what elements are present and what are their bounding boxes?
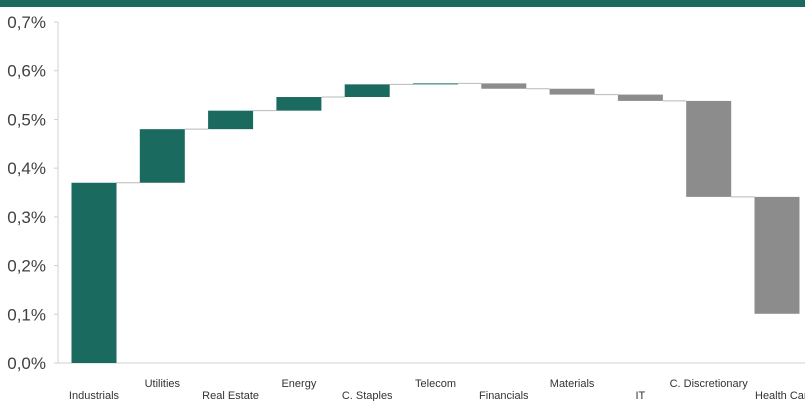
bar-industrials xyxy=(71,182,117,363)
bar-it xyxy=(617,94,663,101)
x-tick-label: Real Estate xyxy=(202,390,259,401)
y-tick-label: 0,1% xyxy=(7,305,46,324)
y-tick-label: 0,7% xyxy=(7,13,46,32)
bar-financials xyxy=(481,83,527,89)
y-tick-label: 0,6% xyxy=(7,62,46,81)
x-tick-label: C. Staples xyxy=(342,390,393,401)
bar-health-care xyxy=(754,196,800,314)
bar-telecom xyxy=(413,83,458,85)
y-axis: 0,0% 0,1% 0,2% 0,3% 0,4% 0,5% 0,6% 0,7% xyxy=(7,13,805,373)
x-tick-label: Energy xyxy=(281,378,316,390)
bar-energy xyxy=(276,97,322,111)
x-tick-label: Industrials xyxy=(69,390,120,401)
x-tick-label: Telecom xyxy=(415,378,456,390)
bar-c-discretionary xyxy=(686,100,732,197)
connectors xyxy=(116,82,755,198)
bar-c-staples xyxy=(344,84,390,98)
y-tick-label: 0,4% xyxy=(7,159,46,178)
x-tick-label: Utilities xyxy=(145,378,181,390)
bars xyxy=(71,83,800,363)
x-tick-label: Financials xyxy=(479,390,529,401)
x-tick-label: IT xyxy=(636,390,646,401)
y-tick-label: 0,3% xyxy=(7,208,46,227)
bar-materials xyxy=(549,88,595,95)
y-tick-label: 0,0% xyxy=(7,354,46,373)
x-axis-labels: Industrials Utilities Real Estate Energy C. … xyxy=(69,378,805,401)
y-tick-label: 0,5% xyxy=(7,110,46,129)
x-tick-label: C. Discretionary xyxy=(670,378,749,390)
bar-real-estate xyxy=(208,110,254,130)
bar-utilities xyxy=(139,129,185,183)
x-tick-label: Health Care xyxy=(755,390,805,401)
y-tick-label: 0,2% xyxy=(7,257,46,276)
x-tick-label: Materials xyxy=(550,378,595,390)
title-band xyxy=(0,0,805,7)
